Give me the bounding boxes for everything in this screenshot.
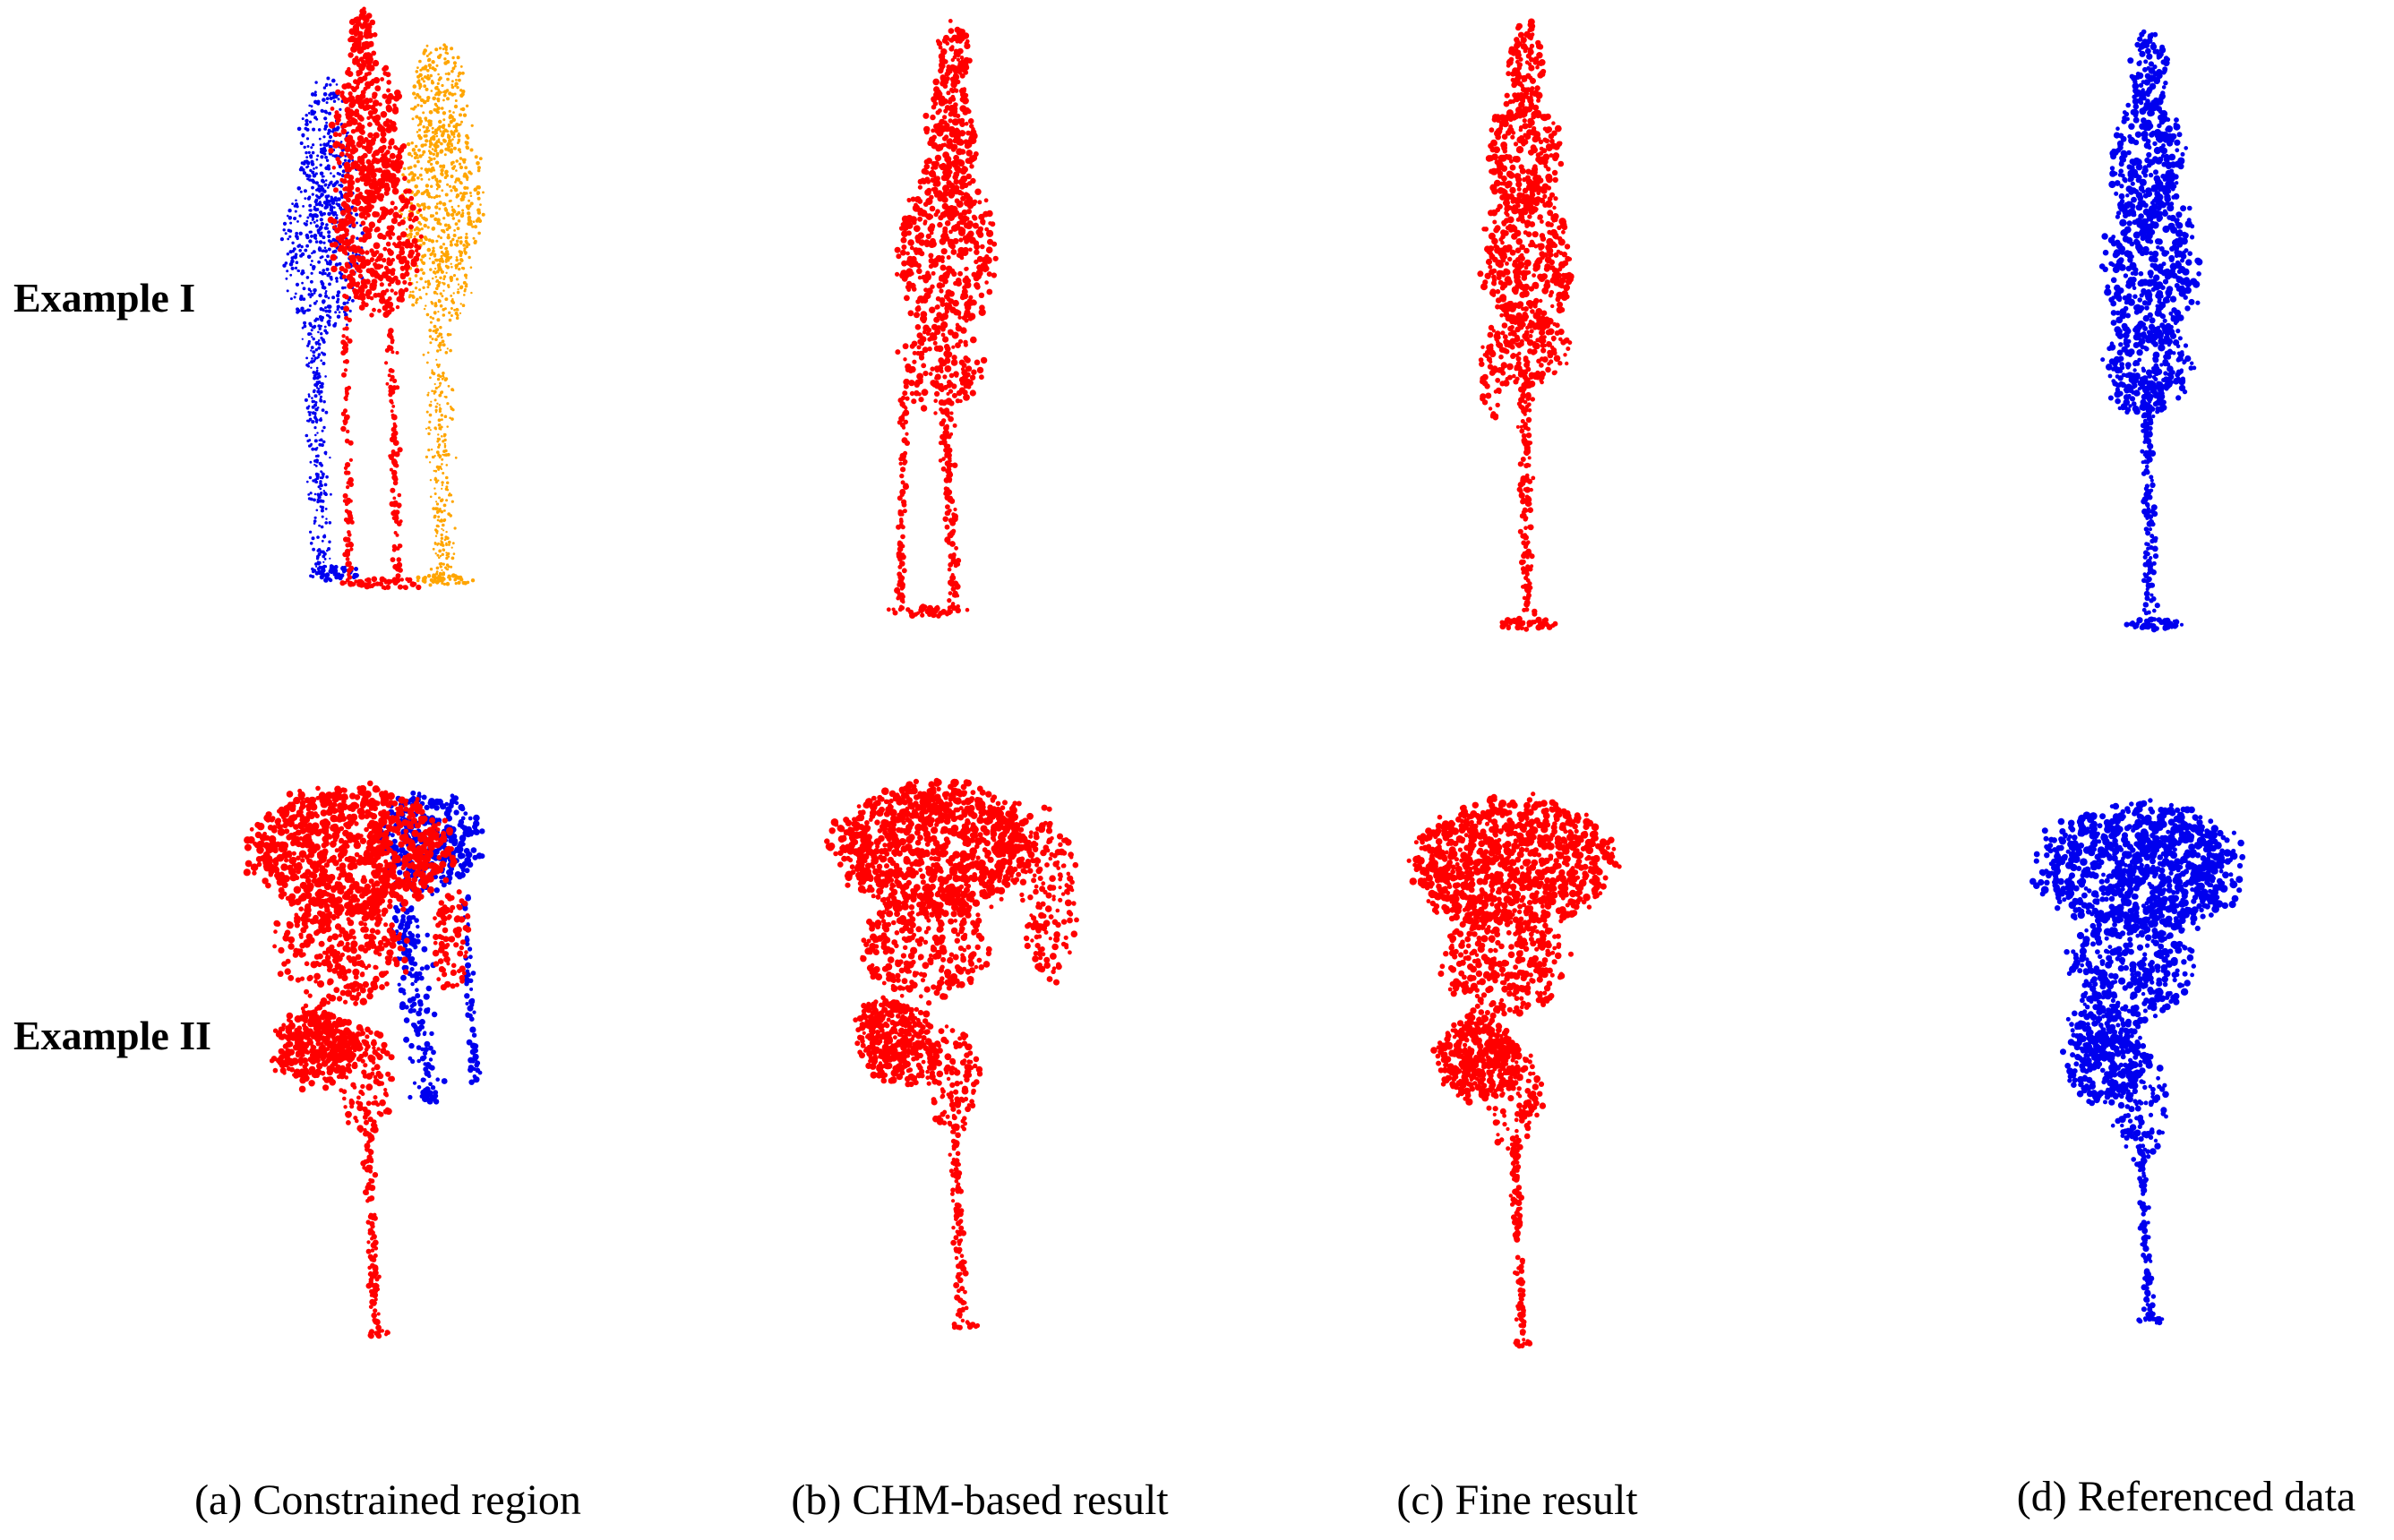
caption-a-constrained-region: (a) Constrained region <box>194 1476 581 1524</box>
row-label-example-1: Example I <box>13 275 196 321</box>
panel-d-example-2-points <box>2029 798 2246 1326</box>
row-label-example-2: Example II <box>13 1013 212 1058</box>
panel-c-example-1-points <box>1477 18 1575 632</box>
panel-b-example-1-points <box>886 19 999 620</box>
point-cloud-layer <box>243 6 2246 1349</box>
caption-d-referenced-data: (d) Referenced data <box>2016 1473 2356 1520</box>
caption-c-fine-result: (c) Fine result <box>1396 1476 1638 1524</box>
panel-b-example-2-points <box>824 777 1079 1330</box>
panel-d-example-1-points <box>2098 29 2203 633</box>
caption-b-chm-based-result: (b) CHM-based result <box>791 1476 1169 1524</box>
panel-c-example-2-points <box>1406 791 1622 1349</box>
panel-a-example-2-points <box>243 780 485 1339</box>
panel-a-example-1-points <box>279 6 485 591</box>
